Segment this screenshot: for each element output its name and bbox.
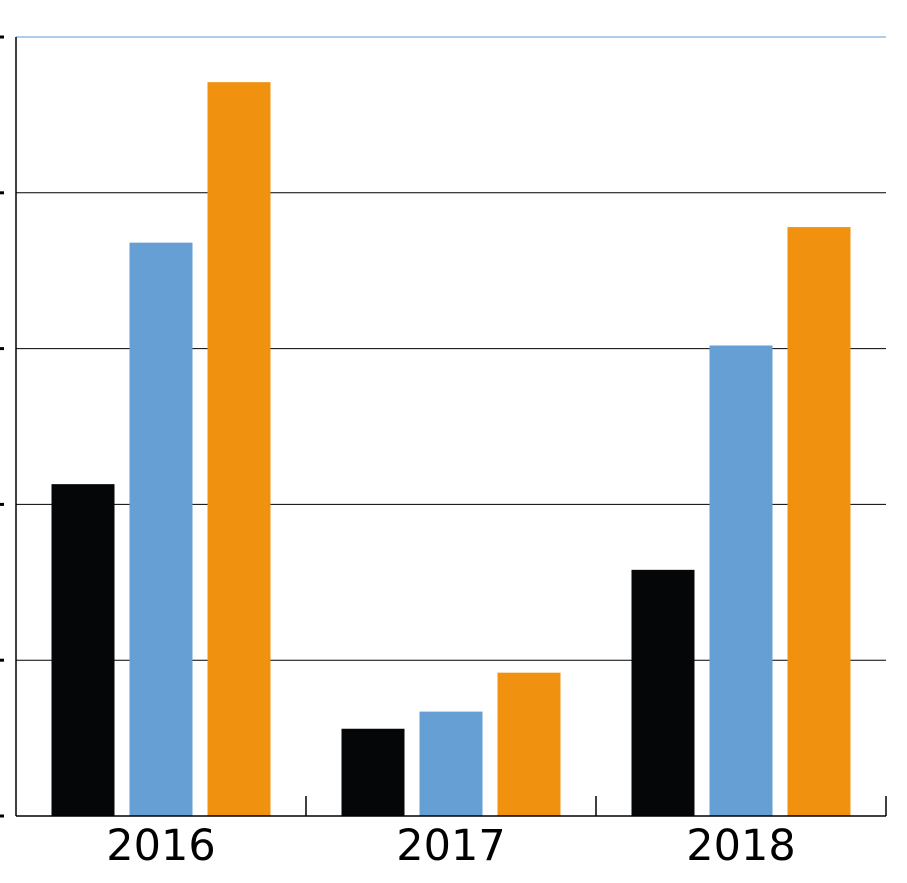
bar-2017-series-2 [419,711,483,816]
x-tick-label-2017: 2017 [396,821,505,871]
x-ticks [305,796,887,816]
bar-2017-series-3 [497,672,561,816]
bar-2017-series-1 [341,728,405,816]
x-tick-label-2016: 2016 [106,821,215,871]
bar-2016-series-3 [207,82,271,816]
bar-2018-series-2 [709,345,773,816]
bar-2016-series-2 [129,242,193,816]
x-tick-label-2018: 2018 [686,821,795,871]
bar-2018-series-1 [631,569,695,816]
bar-2016-series-1 [51,484,115,816]
x-tick-labels: 2016 2017 2018 [106,821,795,871]
bars [51,82,851,817]
bar-2018-series-3 [787,227,851,817]
axes [15,37,886,817]
